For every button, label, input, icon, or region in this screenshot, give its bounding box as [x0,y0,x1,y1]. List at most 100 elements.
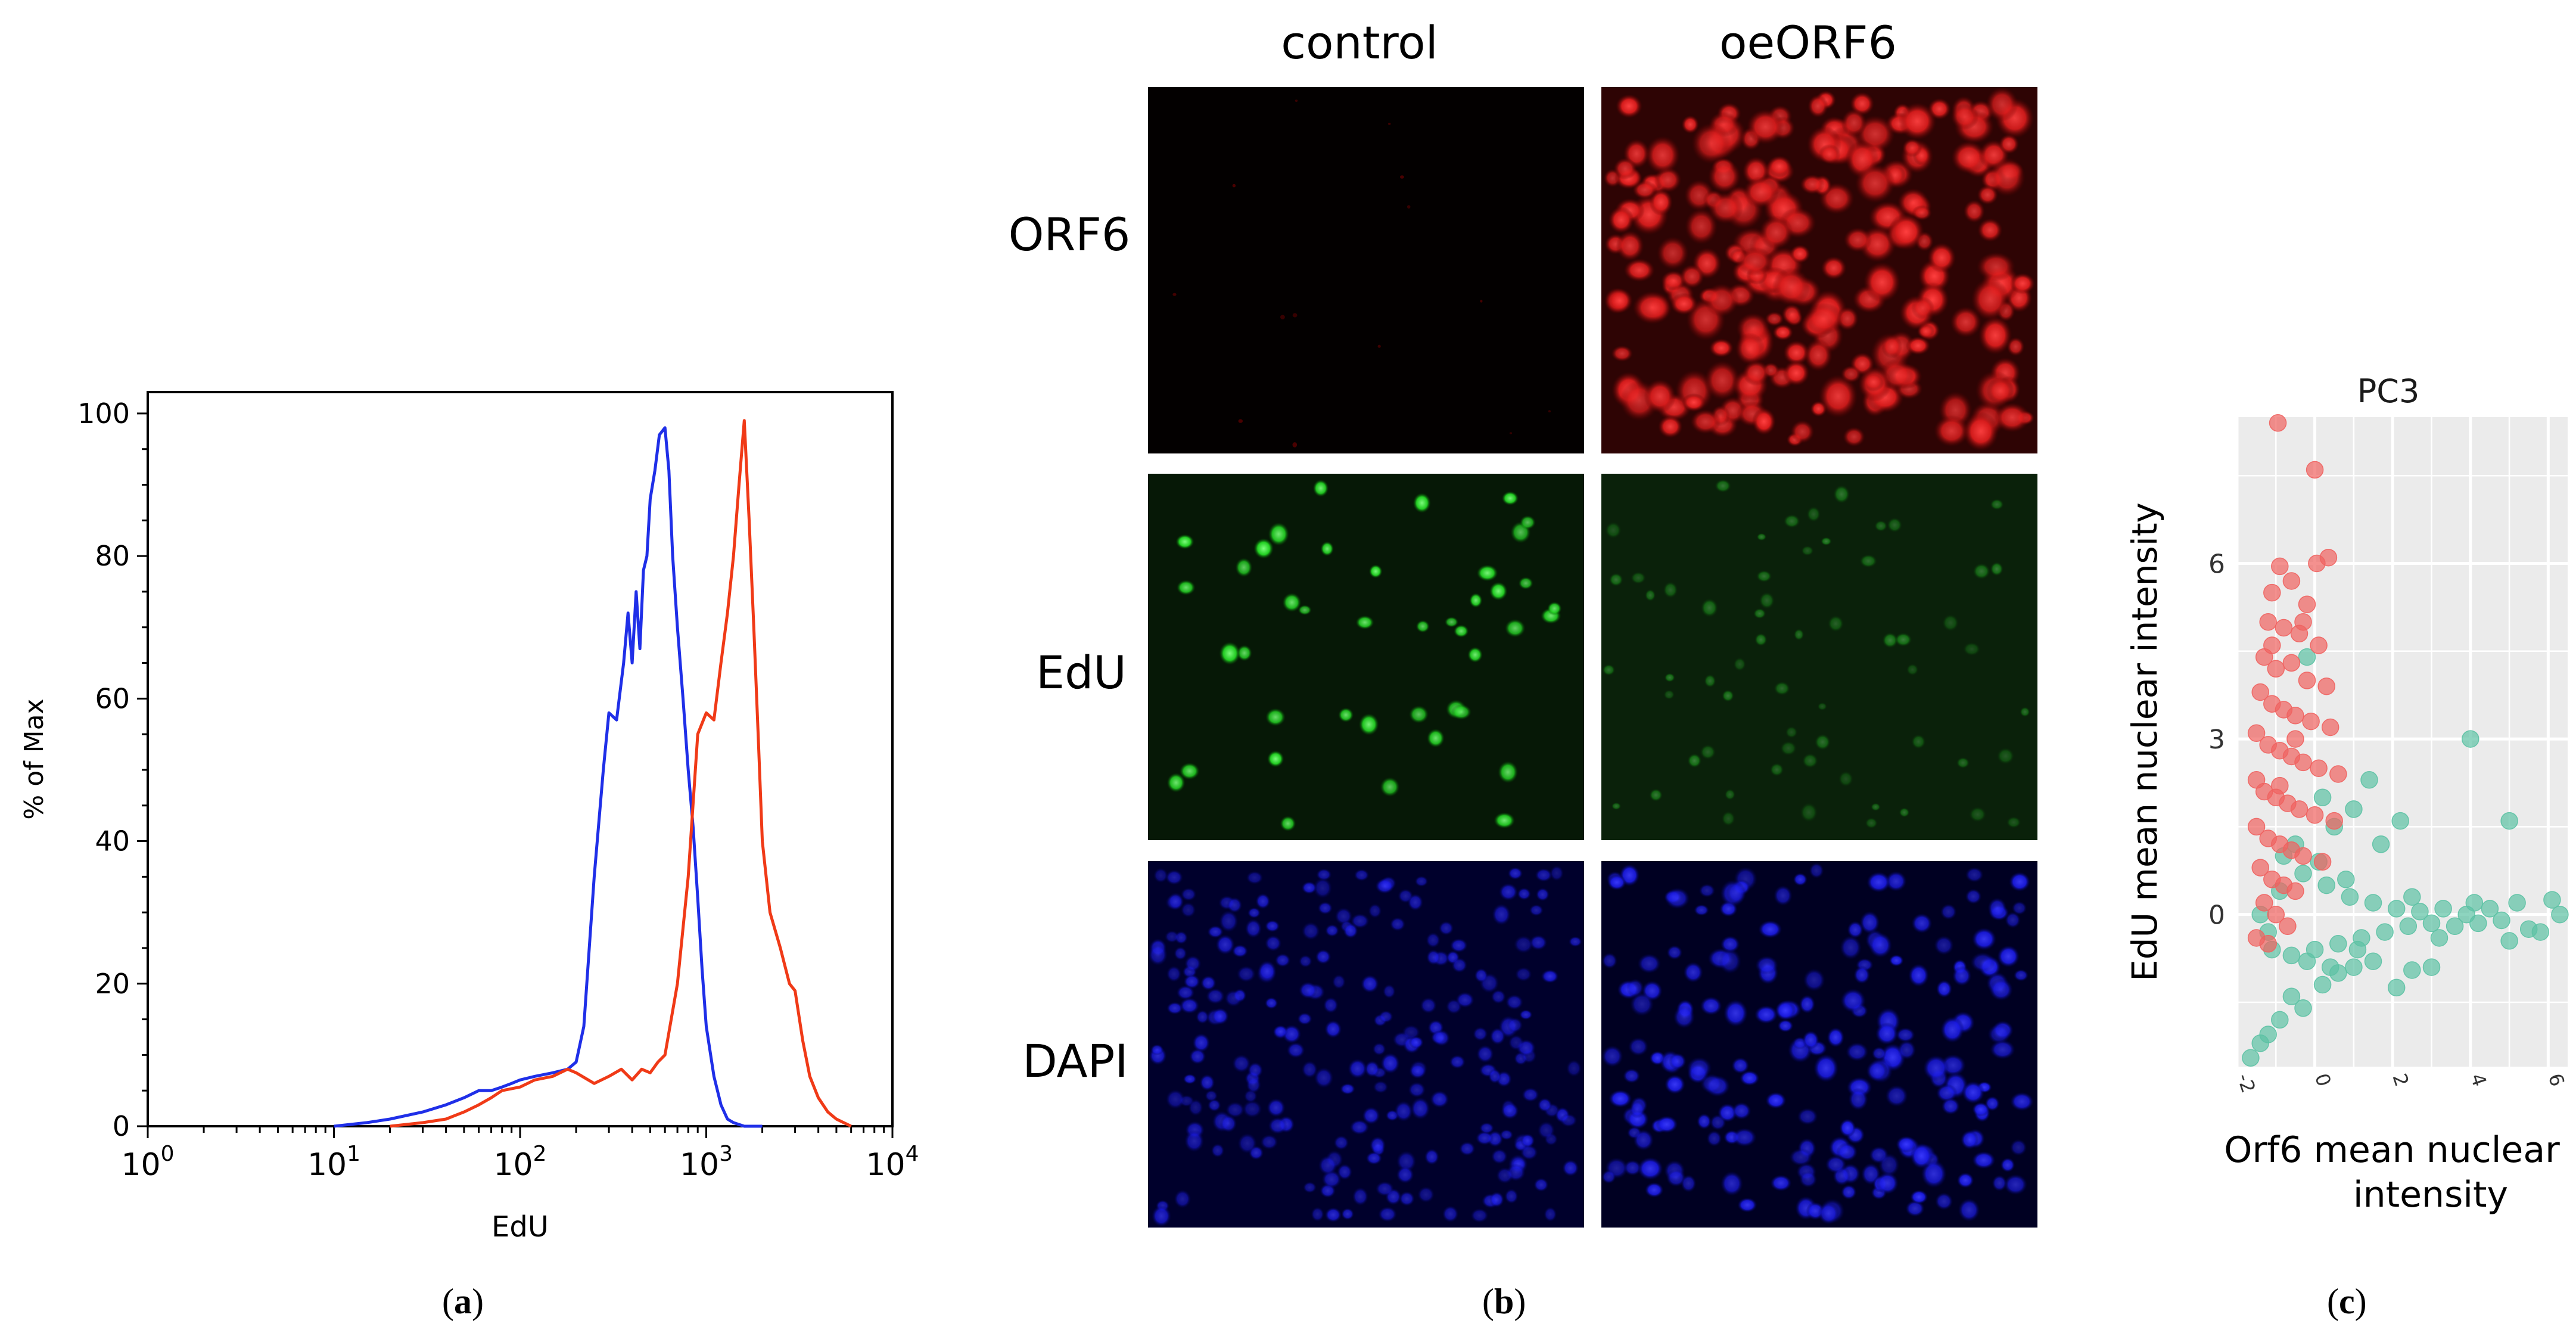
cell-nucleus [1800,174,1825,195]
cell-nucleus [1783,514,1800,529]
cell-nucleus [1348,1058,1368,1079]
cell-nucleus [1803,968,1825,992]
cell-nucleus [1407,893,1424,911]
cell-nucleus [1698,884,1716,898]
scatter-point [2508,894,2526,912]
cell-nucleus [1704,283,1739,317]
cell-nucleus [1498,883,1519,901]
cell-nucleus [1375,878,1395,894]
cell-nucleus [1843,227,1872,253]
panel-c-y-tick-labels: 0 3 6 [2208,549,2225,930]
scatter-point [2255,894,2273,912]
cell-nucleus [1970,952,1996,972]
cell-nucleus [1408,1082,1426,1098]
cell-nucleus [1295,100,1298,102]
cell-nucleus [1996,747,2015,765]
cell-nucleus [1774,681,1790,696]
cell-nucleus [2009,1139,2027,1156]
cell-nucleus [1663,582,1678,598]
cell-nucleus [1455,992,1475,1008]
cell-nucleus [1331,974,1346,990]
scatter-point [2310,636,2328,654]
scatter-point [2247,724,2266,742]
scatter-point [2519,920,2538,938]
y-tick-label: 3 [2208,725,2225,755]
scatter-point [2282,946,2301,965]
cell-nucleus [1994,402,2030,433]
cell-nucleus [1874,520,1888,532]
cell-nucleus [1174,946,1187,961]
cell-nucleus [1413,493,1431,513]
scatter-point [2434,900,2452,918]
micrograph-orf6-control [1148,87,1584,453]
cell-nucleus [1355,615,1374,630]
cell-nucleus [1911,734,1926,749]
cell-nucleus [1878,1153,1900,1177]
cell-nucleus [1665,887,1690,909]
panel-c-points [2242,414,2569,1067]
cell-nucleus [1681,1174,1697,1193]
cell-nucleus [1426,949,1441,965]
scatter-point [2286,882,2304,900]
cell-nucleus [1694,904,1710,916]
cell-nucleus [1407,205,1411,209]
scatter-point [2500,932,2518,950]
cell-nucleus [1821,256,1847,280]
cell-nucleus [1268,522,1289,546]
cell-nucleus [1609,1089,1632,1108]
cell-nucleus [1492,903,1511,926]
cell-nucleus [1245,918,1262,939]
cell-nucleus [1690,409,1721,434]
cell-nucleus [1607,874,1626,891]
cell-nucleus [1846,1042,1869,1062]
cell-nucleus [1868,932,1893,958]
cell-nucleus [1956,757,1970,769]
cell-nucleus [1726,881,1747,905]
cell-nucleus [1489,582,1508,601]
cell-nucleus [1215,934,1235,955]
cell-nucleus [1965,866,1984,883]
cell-nucleus [1232,1054,1251,1073]
scatter-point [2306,461,2324,479]
cell-nucleus [1758,920,1782,939]
cell-nucleus [1352,1187,1369,1206]
cell-nucleus [1645,589,1656,602]
cell-nucleus [1476,1045,1494,1063]
x-tick-label: 104 [866,1142,919,1183]
cell-nucleus [1433,1029,1451,1047]
cell-nucleus [1963,200,1985,223]
cell-nucleus [1394,1101,1413,1122]
cell-nucleus [1906,663,1919,676]
scatter-point [2294,847,2312,865]
cell-nucleus [1519,515,1536,530]
scatter-point [2298,672,2316,689]
cell-nucleus [1601,952,1618,970]
scatter-point [2348,940,2367,959]
cell-nucleus [1756,533,1767,541]
cell-nucleus [1476,564,1498,582]
cell-nucleus [1759,215,1794,250]
scatter-point [2242,1049,2260,1067]
cell-nucleus [1644,379,1676,414]
cell-nucleus [1324,1020,1342,1039]
cell-nucleus [1940,1016,1965,1043]
cell-nucleus [1613,157,1637,180]
scatter-point [2298,648,2316,666]
cell-nucleus [1148,943,1168,966]
cell-nucleus [1264,935,1282,952]
cell-nucleus [1755,955,1779,975]
cell-nucleus [1623,258,1655,282]
scatter-point [2462,730,2479,748]
cell-nucleus [1644,1182,1664,1198]
cell-nucleus [1219,642,1241,665]
cell-nucleus [1737,247,1774,276]
scatter-point [2294,613,2312,631]
cell-nucleus [1568,936,1582,947]
histogram-series-line-2 [390,419,852,1128]
cell-nucleus [1237,1133,1258,1154]
scatter-point [2313,975,2332,994]
scatter-point [2306,806,2324,824]
cell-nucleus [1491,989,1506,1004]
cell-nucleus [1184,1129,1205,1152]
cell-nucleus [1301,1060,1318,1079]
